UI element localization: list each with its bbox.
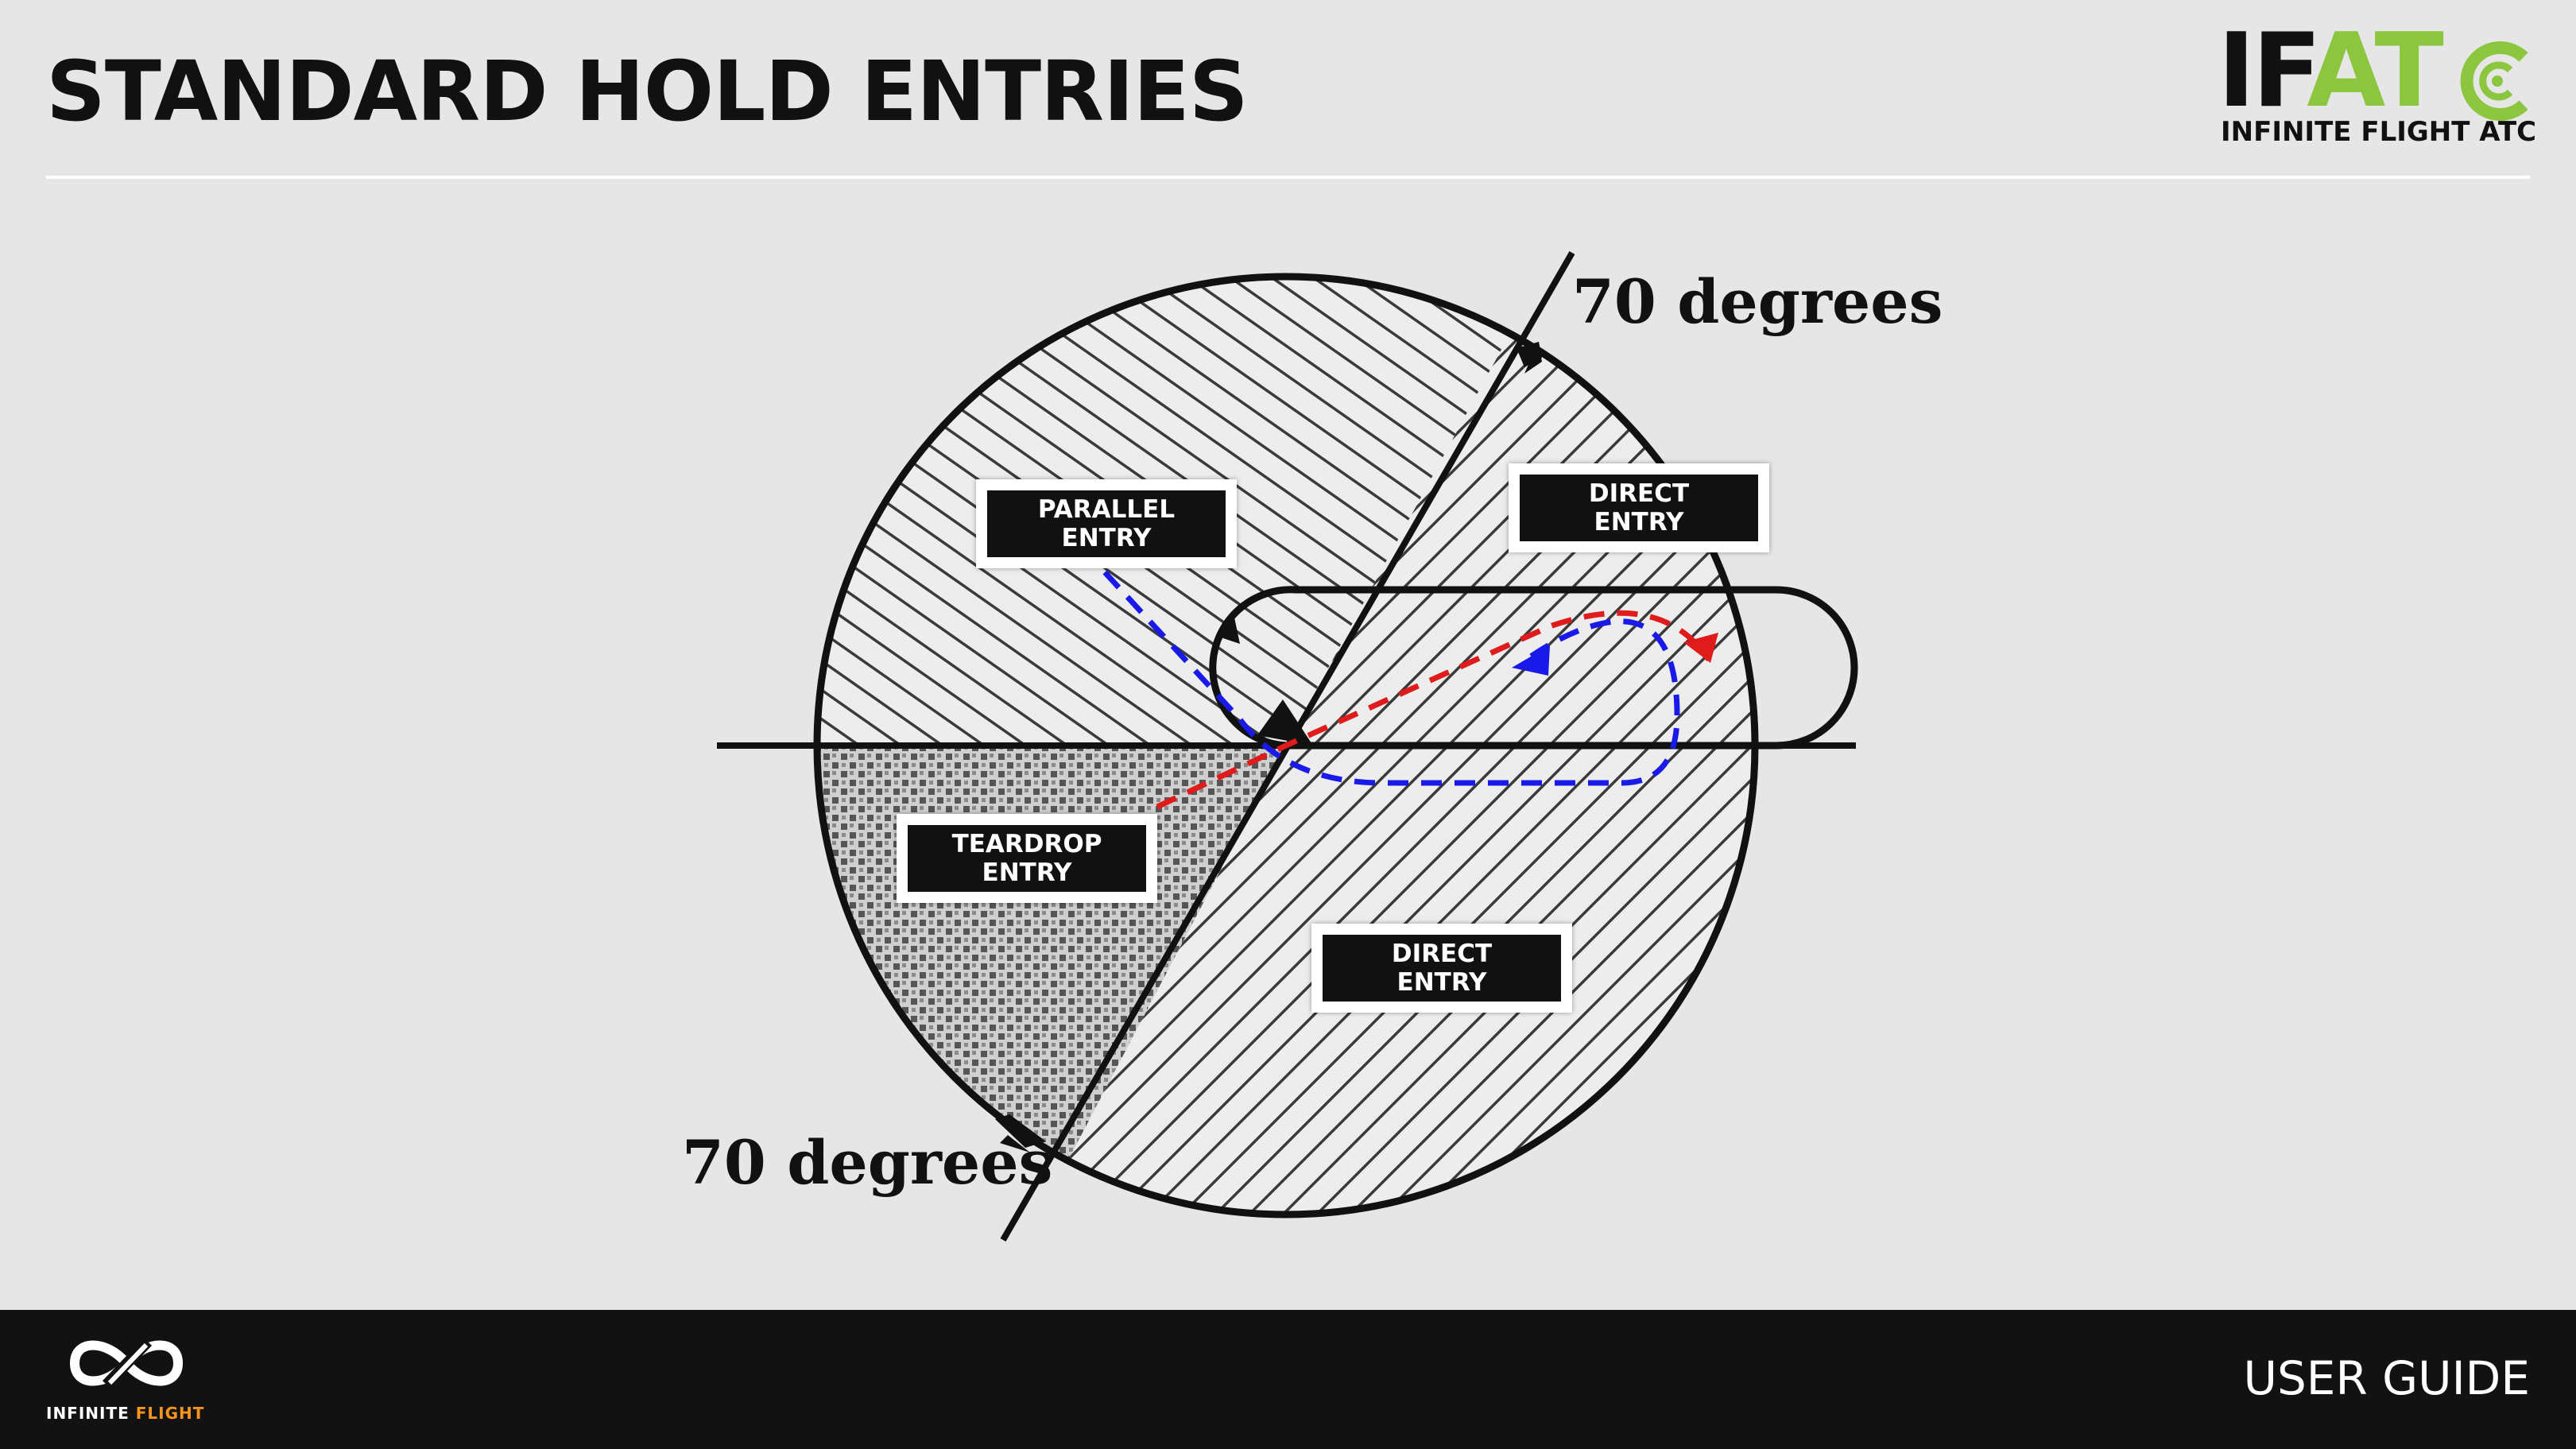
angle-label-top: 70 degrees bbox=[1572, 266, 1943, 337]
ifatc-logo: IFAT INFINITE FLIGHT ATC bbox=[2218, 21, 2537, 156]
atc-c-icon bbox=[2460, 41, 2528, 121]
logo-word-if: IF bbox=[2218, 12, 2310, 130]
angle-label-bottom: 70 degrees bbox=[682, 1127, 1053, 1198]
footer-user-guide: USER GUIDE bbox=[2243, 1351, 2530, 1405]
page-title: STANDARD HOLD ENTRIES bbox=[46, 43, 1249, 140]
direct-entry-label-bottom: DIRECT ENTRY bbox=[1311, 924, 1572, 1013]
logo-tagline: INFINITE FLIGHT ATC bbox=[2221, 116, 2537, 148]
bottom-angle-arrow bbox=[1000, 1135, 1030, 1153]
infinite-flight-logo-icon bbox=[69, 1338, 184, 1389]
top-arrowhead bbox=[1517, 342, 1542, 367]
bottom-arrowhead bbox=[995, 1114, 1046, 1148]
header-divider bbox=[46, 176, 2530, 179]
logo-word-at: AT bbox=[2307, 12, 2443, 130]
racetrack-turn-arrow bbox=[1216, 614, 1240, 644]
red-path-arrow bbox=[1683, 633, 1718, 663]
blue-path-arrow bbox=[1512, 645, 1550, 676]
direct-entry-label-top: DIRECT ENTRY bbox=[1509, 463, 1769, 552]
holding-fix-arrow bbox=[1257, 699, 1313, 746]
footer-brand: INFINITE FLIGHT bbox=[46, 1404, 205, 1423]
footer-bar bbox=[0, 1310, 2576, 1449]
blue-entry-path bbox=[1102, 570, 1680, 786]
teardrop-entry-label: TEARDROP ENTRY bbox=[897, 814, 1157, 903]
parallel-entry-label: PARALLEL ENTRY bbox=[976, 479, 1237, 568]
